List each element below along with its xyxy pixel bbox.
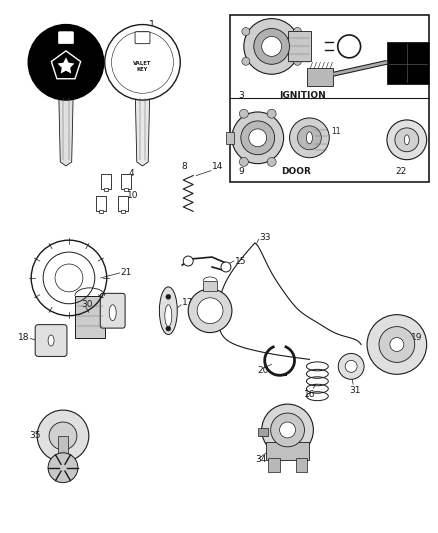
- Circle shape: [293, 28, 301, 36]
- Circle shape: [290, 118, 329, 158]
- Bar: [118, 196, 127, 211]
- Text: 10: 10: [127, 191, 138, 200]
- Bar: [226, 132, 234, 144]
- Circle shape: [232, 112, 283, 164]
- Circle shape: [249, 129, 267, 147]
- Circle shape: [105, 25, 180, 100]
- Circle shape: [254, 29, 290, 64]
- Circle shape: [293, 58, 301, 65]
- Bar: [124, 188, 127, 191]
- Circle shape: [241, 121, 275, 155]
- Circle shape: [49, 422, 77, 450]
- FancyBboxPatch shape: [59, 32, 74, 44]
- Text: 18: 18: [18, 333, 29, 342]
- Circle shape: [244, 19, 300, 74]
- Circle shape: [188, 289, 232, 333]
- FancyBboxPatch shape: [135, 32, 150, 44]
- Circle shape: [166, 294, 171, 300]
- Circle shape: [390, 337, 404, 351]
- Ellipse shape: [307, 132, 312, 144]
- Ellipse shape: [404, 135, 409, 145]
- Circle shape: [221, 262, 231, 272]
- Bar: [99, 209, 103, 213]
- Circle shape: [37, 410, 89, 462]
- Text: VALET
KEY: VALET KEY: [133, 61, 152, 71]
- Circle shape: [297, 126, 321, 150]
- Bar: [120, 209, 124, 213]
- Bar: [203, 281, 217, 291]
- Circle shape: [197, 298, 223, 324]
- Polygon shape: [59, 94, 73, 166]
- Circle shape: [48, 453, 78, 482]
- Circle shape: [242, 28, 250, 36]
- Text: DOOR: DOOR: [282, 167, 311, 176]
- Text: 21: 21: [120, 269, 132, 278]
- Text: IGNITION: IGNITION: [279, 91, 326, 100]
- Circle shape: [262, 36, 282, 56]
- FancyBboxPatch shape: [100, 293, 125, 328]
- Text: 3: 3: [238, 91, 244, 100]
- Bar: [268, 458, 279, 472]
- Text: 33: 33: [260, 233, 271, 241]
- Text: 8: 8: [181, 161, 187, 171]
- Text: 30: 30: [81, 300, 93, 309]
- Circle shape: [267, 157, 276, 166]
- Circle shape: [240, 157, 248, 166]
- Text: 19: 19: [411, 333, 422, 342]
- Circle shape: [28, 25, 104, 100]
- Text: 15: 15: [235, 256, 247, 265]
- Text: 17: 17: [182, 298, 194, 307]
- Ellipse shape: [109, 305, 116, 321]
- Circle shape: [267, 109, 276, 118]
- Circle shape: [345, 360, 357, 373]
- Text: 14: 14: [212, 161, 223, 171]
- Circle shape: [240, 109, 248, 118]
- Ellipse shape: [165, 305, 172, 327]
- Text: 16: 16: [304, 390, 315, 399]
- Circle shape: [395, 128, 419, 152]
- Polygon shape: [387, 43, 429, 84]
- Text: 11: 11: [331, 127, 341, 136]
- Bar: [296, 458, 307, 472]
- Ellipse shape: [48, 335, 54, 346]
- Circle shape: [367, 314, 427, 374]
- Text: 22: 22: [395, 167, 406, 176]
- Bar: [101, 174, 111, 189]
- Circle shape: [279, 422, 296, 438]
- Circle shape: [262, 404, 314, 456]
- Text: 9: 9: [238, 167, 244, 176]
- Circle shape: [271, 413, 304, 447]
- Bar: [58, 436, 68, 464]
- Bar: [104, 188, 108, 191]
- Circle shape: [242, 58, 250, 65]
- Bar: [230, 14, 429, 182]
- Polygon shape: [135, 94, 150, 166]
- Text: 35: 35: [30, 431, 41, 440]
- Text: 20: 20: [258, 366, 269, 375]
- Bar: [96, 196, 106, 211]
- Text: 34: 34: [256, 455, 267, 464]
- Circle shape: [379, 327, 415, 362]
- Polygon shape: [57, 58, 74, 74]
- Circle shape: [338, 353, 364, 379]
- Text: 4: 4: [129, 169, 134, 178]
- Text: 1: 1: [149, 20, 155, 29]
- Circle shape: [183, 256, 193, 266]
- Bar: [75, 296, 105, 337]
- Bar: [266, 442, 309, 460]
- Circle shape: [166, 326, 171, 331]
- Bar: [258, 428, 268, 436]
- Ellipse shape: [159, 287, 177, 335]
- Circle shape: [338, 35, 360, 58]
- Bar: [120, 174, 131, 189]
- Bar: [288, 31, 311, 61]
- Bar: [307, 68, 333, 86]
- Text: 31: 31: [350, 386, 361, 395]
- Circle shape: [387, 120, 427, 160]
- FancyBboxPatch shape: [35, 325, 67, 357]
